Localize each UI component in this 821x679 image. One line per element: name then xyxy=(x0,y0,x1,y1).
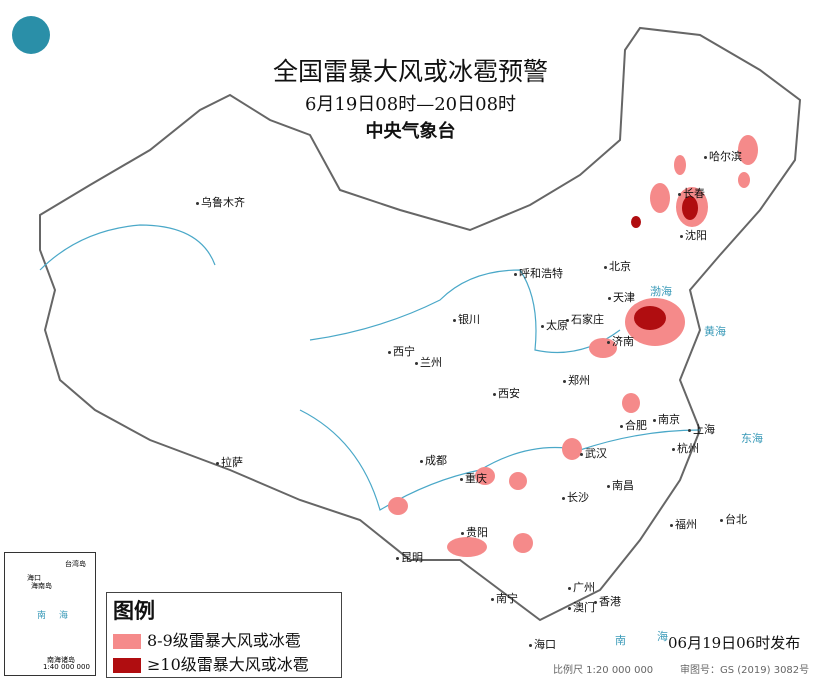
legend: 图例 8-9级雷暴大风或冰雹 ≥10级雷暴大风或冰雹 xyxy=(106,592,342,678)
inset-label: 海南岛 xyxy=(31,582,52,590)
map-approval-number: 审图号：GS (2019) 3082号 xyxy=(680,665,810,676)
city-label: 哈尔滨 xyxy=(704,148,742,164)
warning-area-orange xyxy=(513,533,533,553)
city-label: 西宁 xyxy=(388,343,415,359)
valid-period: 6月19日08时—20日08时 xyxy=(304,94,517,115)
city-label: 兰州 xyxy=(415,354,442,370)
city-label: 杭州 xyxy=(672,440,699,456)
city-label: 长沙 xyxy=(562,489,589,505)
inset-label: 海口 xyxy=(27,574,41,582)
legend-label: ≥10级雷暴大风或冰雹 xyxy=(147,655,309,674)
city-label: 沈阳 xyxy=(680,227,707,243)
city-label: 重庆 xyxy=(460,470,487,486)
legend-item: ≥10级雷暴大风或冰雹 xyxy=(113,651,309,675)
tarim-river xyxy=(39,224,216,271)
warning-area-orange xyxy=(674,155,686,175)
city-label: 昆明 xyxy=(396,549,423,565)
agency-name: 中央气象台 xyxy=(365,121,456,142)
warning-area-orange xyxy=(622,393,640,413)
legend-swatch-red xyxy=(113,658,141,673)
inset-label: 台湾岛 xyxy=(65,560,86,568)
warning-area-red xyxy=(682,196,698,220)
city-label: 银川 xyxy=(453,311,480,327)
city-label: 长春 xyxy=(678,185,705,201)
city-label: 郑州 xyxy=(563,372,590,388)
warning-area-red xyxy=(634,306,666,330)
warning-area-orange xyxy=(447,537,487,557)
inset-label: 海 xyxy=(59,611,69,621)
city-label: 香港 xyxy=(594,593,621,609)
legend-label: 8-9级雷暴大风或冰雹 xyxy=(147,631,301,650)
issue-time: 06月19日06时发布 xyxy=(668,634,801,652)
sea-label: 东海 xyxy=(741,432,763,445)
warning-area-orange xyxy=(738,135,758,165)
legend-item: 8-9级雷暴大风或冰雹 xyxy=(113,627,301,651)
city-label: 南宁 xyxy=(491,590,518,606)
city-label: 成都 xyxy=(420,452,447,468)
city-label: 天津 xyxy=(608,289,635,305)
warning-area-orange xyxy=(388,497,408,515)
city-label: 呼和浩特 xyxy=(514,265,563,281)
legend-title: 图例 xyxy=(113,599,155,623)
city-label: 武汉 xyxy=(580,445,607,461)
city-label: 南京 xyxy=(653,411,680,427)
city-label: 济南 xyxy=(607,333,634,349)
city-label: 拉萨 xyxy=(216,454,243,470)
warning-area-orange xyxy=(562,438,582,460)
warning-area-orange xyxy=(738,172,750,188)
sea-label: 南 xyxy=(615,634,626,647)
city-label: 西安 xyxy=(493,385,520,401)
city-label: 南昌 xyxy=(607,477,634,493)
page-title: 全国雷暴大风或冰雹预警 xyxy=(272,57,548,86)
city-label: 乌鲁木齐 xyxy=(196,194,245,210)
city-label: 贵阳 xyxy=(461,524,488,540)
legend-swatch-orange xyxy=(113,634,141,649)
map-scale: 比例尺 1:20 000 000 xyxy=(553,665,654,676)
inset-scale: 1:40 000 000 xyxy=(43,663,90,671)
warning-area-orange xyxy=(650,183,670,213)
sea-label: 黄海 xyxy=(704,325,726,338)
warning-area-red xyxy=(631,216,641,228)
city-label: 石家庄 xyxy=(566,311,604,327)
south-china-sea-inset: 台湾岛 海口 海南岛 南 海 南海诸岛 1:40 000 000 xyxy=(4,552,96,676)
warning-area-orange xyxy=(509,472,527,490)
sea-label: 海 xyxy=(657,630,668,643)
city-label: 上海 xyxy=(688,421,715,437)
city-label: 海口 xyxy=(529,636,556,652)
cma-logo-icon xyxy=(12,16,50,54)
city-label: 太原 xyxy=(541,317,568,333)
city-label: 合肥 xyxy=(620,417,647,433)
sea-label: 渤海 xyxy=(650,285,672,298)
inset-label: 南海诸岛 xyxy=(47,656,75,664)
city-label: 广州 xyxy=(568,579,595,595)
city-label: 福州 xyxy=(670,516,697,532)
city-label: 台北 xyxy=(720,511,747,527)
city-label: 澳门 xyxy=(568,599,595,615)
inset-label: 南 xyxy=(37,611,47,621)
city-label: 北京 xyxy=(604,258,631,274)
